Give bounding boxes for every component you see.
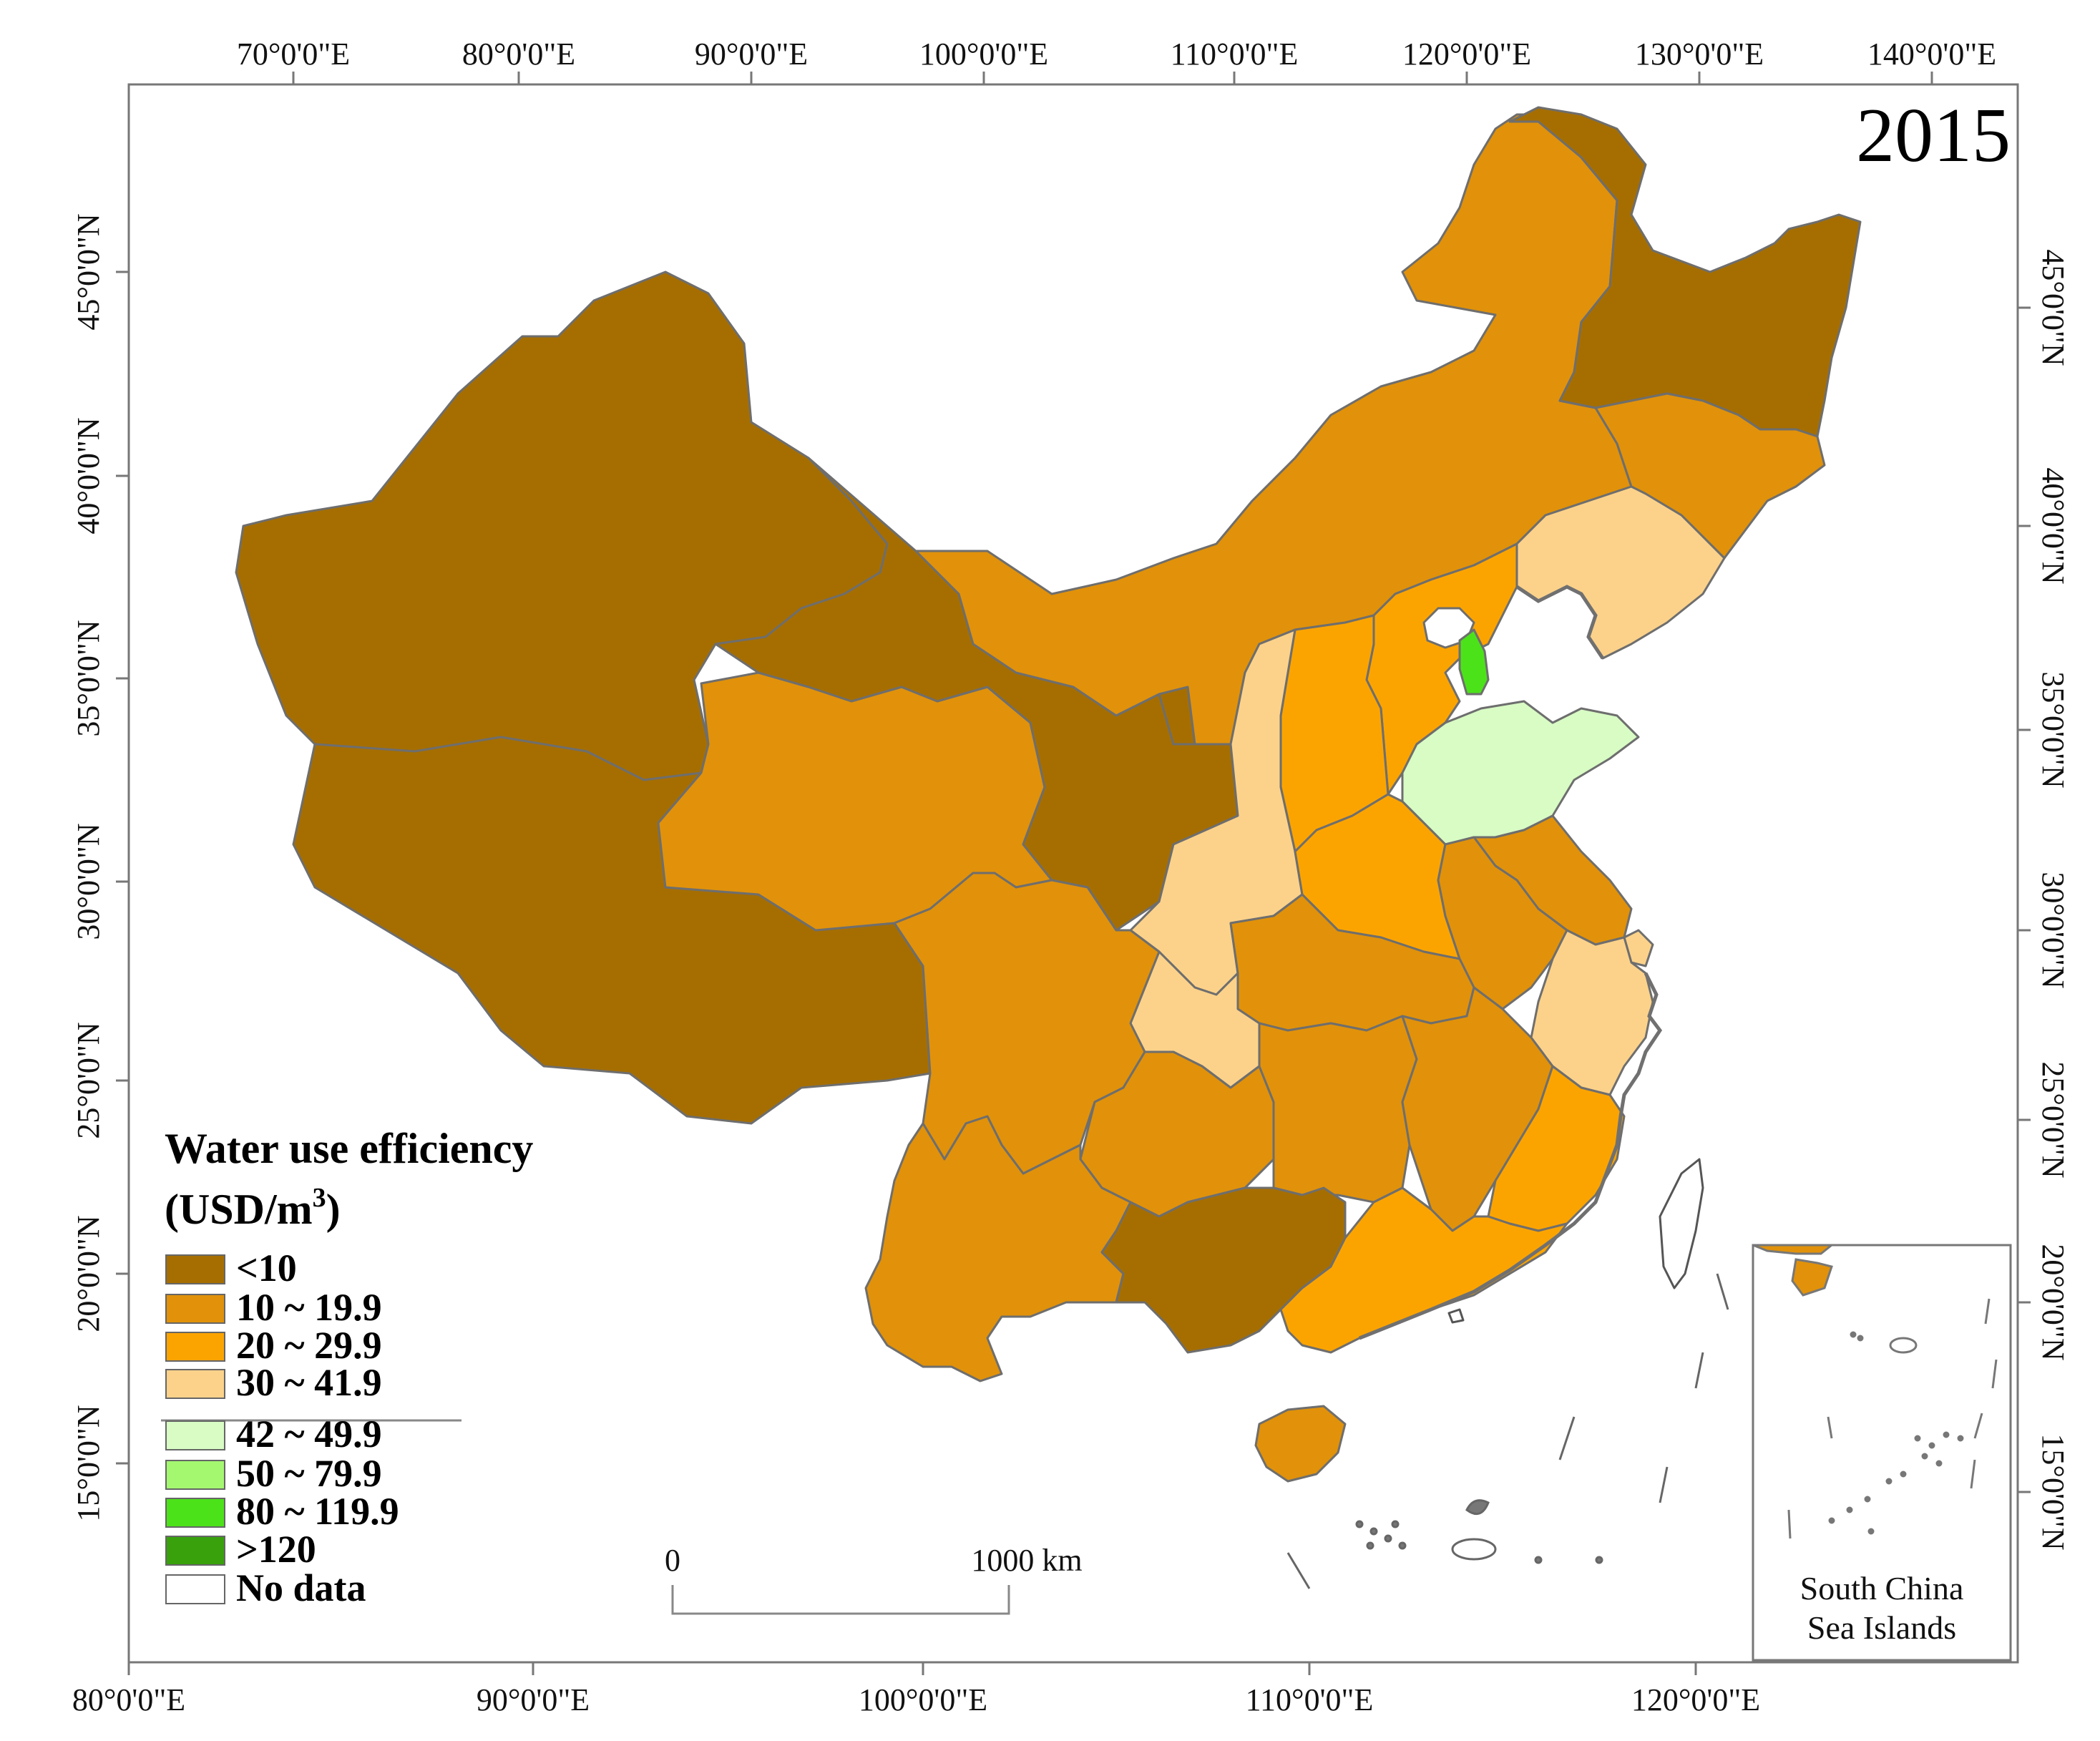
scale-start-label: 0	[665, 1543, 680, 1578]
axis-tick-label: 130°0'0"E	[1635, 36, 1764, 72]
province-guangdong	[1279, 1186, 1568, 1354]
axis-tick-label: 70°0'0"E	[237, 36, 350, 72]
axis-tick-label: 140°0'0"E	[1867, 36, 1996, 72]
legend-swatch	[165, 1498, 225, 1528]
legend-swatch	[165, 1574, 225, 1604]
right-axis-labels: 45°0'0"N 40°0'0"N 35°0'0"N 30°0'0"N 25°0'0"N…	[2036, 249, 2071, 1550]
scale-end-label: 1000 km	[971, 1543, 1082, 1578]
axis-tick-label: 90°0'0"E	[477, 1682, 590, 1717]
province-heilongjiang	[1508, 106, 1862, 438]
frame-ticks	[116, 72, 2031, 1675]
axis-tick-label: 40°0'0"N	[71, 417, 106, 534]
legend-label: >120	[236, 1528, 316, 1571]
scale-bar	[671, 1585, 1010, 1615]
axis-tick-label: 100°0'0"E	[919, 36, 1048, 72]
axis-tick-label: 80°0'0"E	[462, 36, 575, 72]
axis-tick-label: 35°0'0"N	[71, 620, 106, 736]
left-axis-labels: 45°0'0"N 40°0'0"N 35°0'0"N 30°0'0"N 25°0'0"N…	[71, 213, 106, 1521]
axis-tick-label: 20°0'0"N	[2036, 1244, 2071, 1360]
province-regions	[235, 106, 1862, 1483]
legend-label: 50 ~ 79.9	[236, 1452, 382, 1495]
axis-tick-label: 30°0'0"N	[71, 823, 106, 940]
axis-tick-label: 120°0'0"E	[1402, 36, 1531, 72]
axis-tick-label: 25°0'0"N	[71, 1022, 106, 1138]
legend-swatches	[165, 1254, 225, 1604]
province-zhejiang	[1530, 929, 1654, 1096]
province-taiwan	[1659, 1158, 1704, 1289]
axis-tick-label: 45°0'0"N	[2036, 249, 2071, 366]
region-hk-macao	[1447, 1308, 1465, 1324]
province-anhui	[1437, 836, 1568, 1010]
axis-tick-label: 15°0'0"N	[2036, 1433, 2071, 1550]
legend-title-suffix: )	[326, 1186, 341, 1233]
bottom-axis-labels: 80°0'0"E 90°0'0"E 100°0'0"E 110°0'0"E 120°0'…	[72, 1682, 1760, 1717]
legend-title-sup: 3	[313, 1183, 326, 1213]
legend-swatch	[165, 1420, 225, 1450]
legend-label: 42 ~ 49.9	[236, 1413, 382, 1455]
axis-tick-label: 20°0'0"N	[71, 1215, 106, 1332]
axis-tick-label: 120°0'0"E	[1631, 1682, 1760, 1717]
axis-tick-label: 110°0'0"E	[1171, 36, 1299, 72]
axis-tick-label: 110°0'0"E	[1246, 1682, 1374, 1717]
legend-label: 30 ~ 41.9	[236, 1361, 382, 1404]
top-axis-labels: 70°0'0"E 80°0'0"E 90°0'0"E 100°0'0"E 110°0'0…	[237, 36, 1996, 72]
axis-tick-label: 15°0'0"N	[71, 1405, 106, 1521]
province-tianjin	[1458, 628, 1490, 696]
legend-label: 20 ~ 29.9	[236, 1324, 382, 1367]
legend-label: <10	[236, 1247, 297, 1289]
axis-tick-label: 45°0'0"N	[71, 213, 106, 330]
legend-swatch	[165, 1332, 225, 1362]
axis-tick-label: 100°0'0"E	[859, 1682, 987, 1717]
axis-tick-label: 25°0'0"N	[2036, 1061, 2071, 1178]
province-hainan	[1254, 1405, 1347, 1483]
inset-label-line1: South China	[1800, 1570, 1964, 1606]
legend-swatch	[165, 1254, 225, 1284]
inset-islands	[1752, 1244, 1998, 1539]
legend-swatch	[165, 1294, 225, 1324]
legend-swatch	[165, 1536, 225, 1566]
province-hunan	[1258, 1015, 1418, 1204]
legend-label: 10 ~ 19.9	[236, 1286, 382, 1329]
legend-title-prefix: (USD/m	[165, 1186, 313, 1233]
axis-tick-label: 40°0'0"N	[2036, 467, 2071, 584]
axis-tick-label: 35°0'0"N	[2036, 671, 2071, 788]
coastline	[1359, 585, 1663, 1340]
axis-tick-label: 30°0'0"N	[2036, 872, 2071, 988]
axis-tick-label: 80°0'0"E	[72, 1682, 185, 1717]
axis-tick-label: 90°0'0"E	[695, 36, 808, 72]
legend-swatch	[165, 1369, 225, 1399]
map-frame	[127, 83, 2019, 1664]
legend-swatch	[165, 1460, 225, 1490]
inset-frame	[1752, 1244, 2012, 1662]
sea-islands-main	[1286, 1273, 1729, 1589]
year-label: 2015	[1856, 93, 2011, 178]
province-yunnan	[864, 1115, 1132, 1382]
legend-label: No data	[236, 1566, 366, 1609]
legend-title-line1: Water use efficiency	[165, 1125, 533, 1172]
legend-title-line2: (USD/m3)	[165, 1183, 341, 1233]
legend-label: 80 ~ 119.9	[236, 1490, 399, 1533]
inset-label-line2: Sea Islands	[1807, 1609, 1956, 1646]
